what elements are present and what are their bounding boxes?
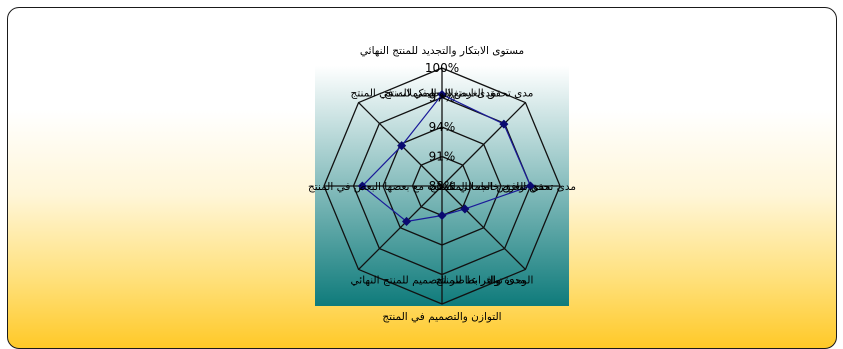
category-label: مدى توافر عناصر التصميم للمنتج النهائي [351,274,526,286]
category-label: مدى استغلال المكملات في المنتج [351,88,497,100]
data-point [499,119,509,129]
grid-spoke [358,185,443,270]
tick-label: 94% [429,120,456,134]
grid-spoke [441,185,526,270]
category-label: مدى تحقق الغرض الجمالي للمنتج [430,181,576,193]
category-label: مدى توافق خامات المكملات مع بعضها البعض … [308,181,550,193]
radar-grid [323,67,561,305]
grid-spoke [441,102,526,187]
category-label: مدى تحقق الغرض الوظيفي للمنتج [384,88,533,100]
tick-label: 91% [429,150,456,164]
category-labels: مستوى الابتكار والتجديد للمنتج النهائي مد… [308,45,576,323]
tick-label: 88% [429,179,456,193]
radar-chart: 88%91%94%97%100% مستوى الابتكار والتجديد… [308,45,576,323]
category-label: الوحدة والترابط للمنتج [436,274,534,286]
category-label: التوازن والتصميم في المنتج [382,311,501,323]
category-label: مستوى الابتكار والتجديد للمنتج النهائي [360,45,524,57]
tick-label: 100% [425,61,459,75]
